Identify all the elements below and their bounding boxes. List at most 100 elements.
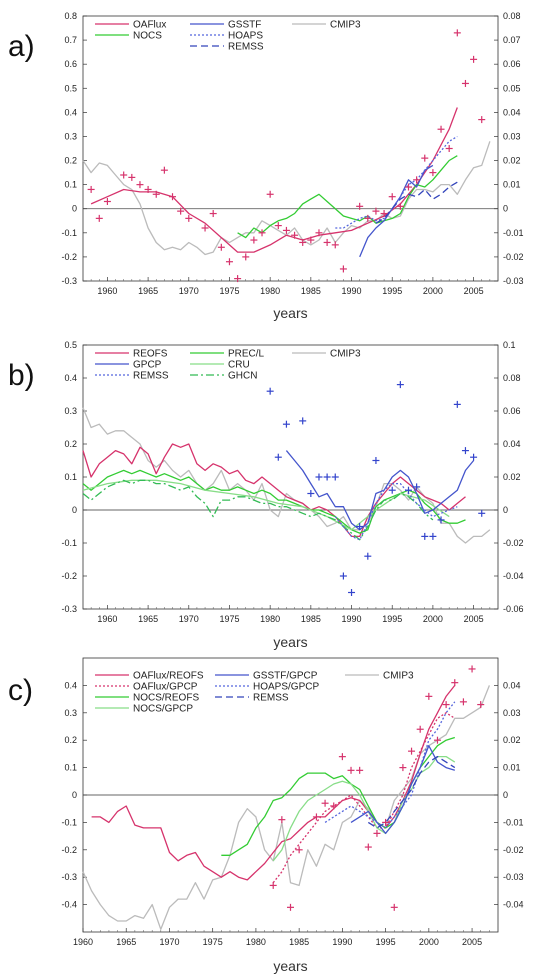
y-tick-label: 0.4: [64, 373, 77, 383]
y-tick-label: 0: [72, 204, 77, 214]
data-marker: [416, 725, 424, 733]
data-marker: [274, 453, 282, 461]
x-tick-label: 1980: [260, 286, 280, 296]
series-line-gpcp: [285, 450, 475, 531]
y-tick-label: 0.2: [64, 439, 77, 449]
series-line-gsstf-gpcp: [350, 745, 455, 835]
y-tick-label: 0.2: [64, 156, 77, 166]
data-marker: [425, 692, 433, 700]
legend-label: CRU: [228, 360, 250, 371]
data-marker: [429, 532, 437, 540]
data-marker: [461, 79, 469, 87]
x-tick-label: 1965: [138, 286, 158, 296]
legend-label: REOFS: [133, 349, 168, 360]
data-marker: [453, 29, 461, 37]
series-line-cru: [82, 479, 450, 531]
x-tick-label: 1975: [203, 937, 223, 947]
y-tick-label-right: 0: [503, 790, 508, 800]
y-tick-label: -0.3: [61, 276, 77, 286]
y-tick-label-right: 0: [503, 204, 508, 214]
data-marker: [242, 253, 250, 261]
plot-frame: [82, 344, 499, 610]
y-tick-label-right: 0.06: [503, 406, 521, 416]
data-marker: [258, 229, 266, 237]
x-tick-label: 1960: [97, 286, 117, 296]
data-marker: [307, 490, 315, 497]
data-marker: [234, 275, 242, 283]
legend-label: GPCP: [133, 360, 162, 371]
data-marker: [388, 193, 396, 201]
data-marker: [136, 181, 144, 189]
series-line-remss: [334, 482, 458, 541]
y-tick-label: 0: [72, 790, 77, 800]
series-line-oaflux-gpcp: [272, 712, 456, 884]
data-marker: [468, 665, 476, 673]
data-marker: [373, 829, 381, 837]
data-marker: [404, 183, 412, 191]
y-tick-label: -0.4: [61, 900, 77, 910]
series-line-nocs-gpcp: [272, 755, 456, 862]
y-tick-label-right: -0.01: [503, 817, 524, 827]
data-marker: [364, 214, 372, 222]
data-marker: [459, 698, 467, 706]
x-tick-label: 2005: [464, 286, 484, 296]
y-tick-label-right: 0: [503, 505, 508, 515]
x-tick-label: 1970: [179, 614, 199, 624]
data-marker: [331, 241, 339, 249]
legend-label: CMIP3: [383, 671, 414, 682]
y-tick-label-right: 0.08: [503, 373, 521, 383]
data-marker: [299, 417, 307, 425]
x-tick-label: 1995: [382, 614, 402, 624]
data-marker: [478, 509, 486, 517]
data-marker: [95, 214, 103, 222]
series-line-reofs: [82, 443, 466, 538]
data-marker: [437, 516, 445, 524]
x-tick-label: 1960: [73, 937, 93, 947]
data-marker: [120, 171, 128, 179]
x-axis-title: years: [273, 958, 307, 974]
y-tick-label-right: 0.03: [503, 131, 521, 141]
data-marker: [396, 381, 404, 389]
data-marker: [282, 226, 290, 234]
data-marker: [209, 210, 217, 218]
x-tick-label: 1970: [179, 286, 199, 296]
y-tick-label: -0.1: [61, 538, 77, 548]
data-marker: [396, 202, 404, 210]
data-marker: [348, 589, 356, 596]
data-marker: [321, 799, 329, 807]
panel-1: a) -0.3 -0.2 -0.1 0 0.1 0.2 0.3 0.4 0.5 0.6 0.7 0.8 -…: [8, 11, 524, 321]
x-tick-label: 2000: [423, 614, 443, 624]
data-marker: [287, 903, 294, 911]
panel-label: a): [8, 30, 35, 63]
x-axis-title: years: [273, 305, 307, 321]
y-tick-label: 0: [72, 505, 77, 515]
data-marker: [282, 420, 290, 428]
data-marker: [323, 238, 331, 246]
data-marker: [339, 265, 347, 273]
y-tick-label-right: 0.04: [503, 107, 521, 117]
y-tick-label: -0.2: [61, 571, 77, 581]
y-tick-label-right: -0.02: [503, 538, 524, 548]
x-tick-label: 1985: [301, 614, 321, 624]
panel-label: c): [8, 674, 33, 707]
y-tick-label-right: 0.1: [503, 340, 516, 350]
data-marker: [372, 207, 380, 215]
y-tick-label: 0.4: [64, 107, 77, 117]
y-tick-label-right: -0.06: [503, 604, 524, 614]
x-tick-label: 2000: [423, 286, 443, 296]
data-marker: [315, 473, 323, 481]
x-tick-label: 1990: [342, 614, 362, 624]
y-tick-label: -0.1: [61, 817, 77, 827]
y-tick-label: 0.3: [64, 131, 77, 141]
y-tick-label-right: -0.04: [503, 571, 524, 581]
data-marker: [404, 486, 412, 494]
y-tick-label: 0.5: [64, 340, 77, 350]
data-marker: [382, 818, 390, 826]
series-line-remss: [367, 755, 456, 829]
data-marker: [445, 145, 453, 152]
legend-label: REMSS: [253, 693, 289, 704]
data-marker: [477, 701, 485, 709]
x-tick-label: 1965: [138, 614, 158, 624]
data-marker: [421, 532, 429, 540]
y-tick-label: 0.1: [64, 763, 77, 773]
